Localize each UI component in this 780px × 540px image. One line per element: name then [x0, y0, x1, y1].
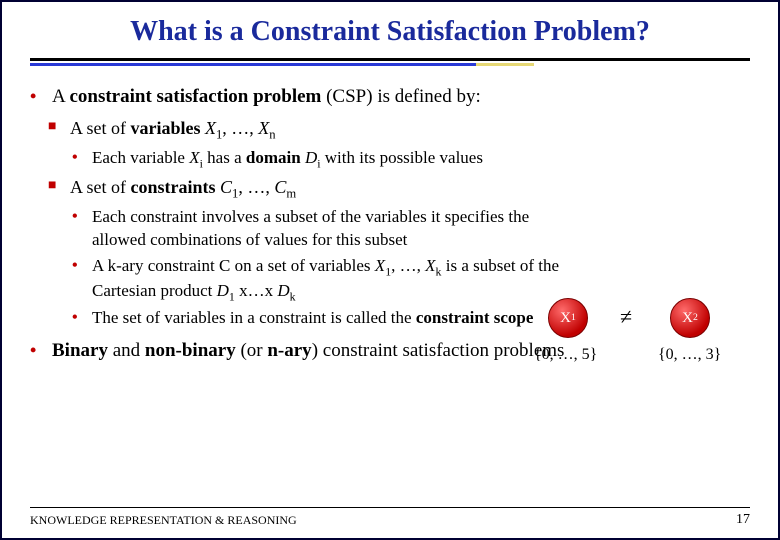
- diagram-domain-x1: {0, …, 5}: [534, 344, 597, 366]
- title-rule-accent: [30, 63, 750, 66]
- subscript: k: [290, 289, 296, 303]
- page-number: 17: [736, 512, 750, 528]
- subscript: n: [269, 127, 275, 141]
- bullet-text: The set of variables in a constraint is …: [92, 307, 572, 330]
- text-run: The set of variables in a constraint is …: [92, 308, 416, 327]
- text-bold: non-binary: [145, 340, 236, 361]
- bullet-square-icon: [48, 175, 70, 203]
- bullet-text: Each constraint involves a subset of the…: [92, 206, 572, 252]
- diagram-node-x2: X2: [670, 298, 710, 338]
- title-rule-bold: [30, 58, 750, 61]
- text-bold: constraints: [131, 177, 221, 197]
- bullet-l2: A set of variables X1, …, Xn: [48, 116, 750, 144]
- text-run: x…x: [235, 281, 278, 300]
- text-run: A: [52, 86, 69, 107]
- text-bold: variables: [131, 118, 206, 138]
- text-italic: X: [258, 118, 269, 138]
- bullet-l3: • Each variable Xi has a domain Di with …: [72, 147, 750, 171]
- bullet-dot-icon: •: [72, 147, 92, 171]
- text-run: A set of: [70, 177, 131, 197]
- text-italic: X: [425, 256, 435, 275]
- text-run: with its possible values: [321, 148, 483, 167]
- bullet-text: A constraint satisfaction problem (CSP) …: [52, 84, 750, 110]
- text-run: and: [108, 340, 145, 361]
- bullet-text: A set of variables X1, …, Xn: [70, 116, 750, 144]
- subscript: m: [286, 186, 296, 200]
- bullet-dot-icon: •: [72, 307, 92, 330]
- diagram-node-x1: X1: [548, 298, 588, 338]
- text-bold: constraint satisfaction problem: [69, 86, 321, 107]
- text-bold: n-ary: [267, 340, 311, 361]
- node-label: X: [682, 308, 693, 328]
- text-run: A k-ary constraint C on a set of variabl…: [92, 256, 375, 275]
- slide-frame: What is a Constraint Satisfaction Proble…: [0, 0, 780, 540]
- subscript: 1: [571, 311, 576, 324]
- text-run: , …,: [238, 177, 274, 197]
- text-run: (CSP) is defined by:: [321, 86, 480, 107]
- bullet-text: Each variable Xi has a domain Di with it…: [92, 147, 750, 171]
- slide-footer: KNOWLEDGE REPRESENTATION & REASONING 17: [30, 508, 750, 528]
- bullet-dot-icon: •: [30, 338, 52, 364]
- bullet-dot-icon: •: [30, 84, 52, 110]
- node-label: X: [560, 308, 571, 328]
- text-run: Each variable: [92, 148, 189, 167]
- text-italic: D: [305, 148, 317, 167]
- text-italic: X: [375, 256, 385, 275]
- subscript: 2: [693, 311, 698, 324]
- text-run: , …,: [391, 256, 425, 275]
- text-italic: X: [189, 148, 199, 167]
- bullet-text: A k-ary constraint C on a set of variabl…: [92, 255, 572, 304]
- text-run: , …,: [222, 118, 258, 138]
- text-italic: D: [277, 281, 289, 300]
- slide-body: • A constraint satisfaction problem (CSP…: [30, 82, 750, 507]
- text-bold: Binary: [52, 340, 108, 361]
- bullet-l3: • A k-ary constraint C on a set of varia…: [72, 255, 750, 304]
- bullet-l1: • A constraint satisfaction problem (CSP…: [30, 84, 750, 110]
- text-run: A set of: [70, 118, 131, 138]
- text-italic: C: [274, 177, 286, 197]
- bullet-text: A set of constraints C1, …, Cm: [70, 175, 750, 203]
- text-italic: C: [220, 177, 232, 197]
- text-run: (or: [236, 340, 268, 361]
- diagram-domain-x2: {0, …, 3}: [658, 344, 721, 366]
- bullet-l3: • Each constraint involves a subset of t…: [72, 206, 750, 252]
- slide-title: What is a Constraint Satisfaction Proble…: [30, 16, 750, 48]
- text-bold: constraint scope: [416, 308, 534, 327]
- text-run: ) constraint satisfaction problems: [312, 340, 565, 361]
- diagram-edge-neq: ≠: [620, 302, 632, 332]
- bullet-l2: A set of constraints C1, …, Cm: [48, 175, 750, 203]
- bullet-square-icon: [48, 116, 70, 144]
- constraint-diagram: X1 ≠ X2 {0, …, 5} {0, …, 3}: [540, 298, 750, 388]
- bullet-dot-icon: •: [72, 255, 92, 304]
- footer-text: KNOWLEDGE REPRESENTATION & REASONING: [30, 513, 297, 528]
- text-bold: domain: [246, 148, 305, 167]
- bullet-dot-icon: •: [72, 206, 92, 252]
- text-italic: D: [217, 281, 229, 300]
- text-run: has a: [203, 148, 246, 167]
- text-italic: X: [205, 118, 216, 138]
